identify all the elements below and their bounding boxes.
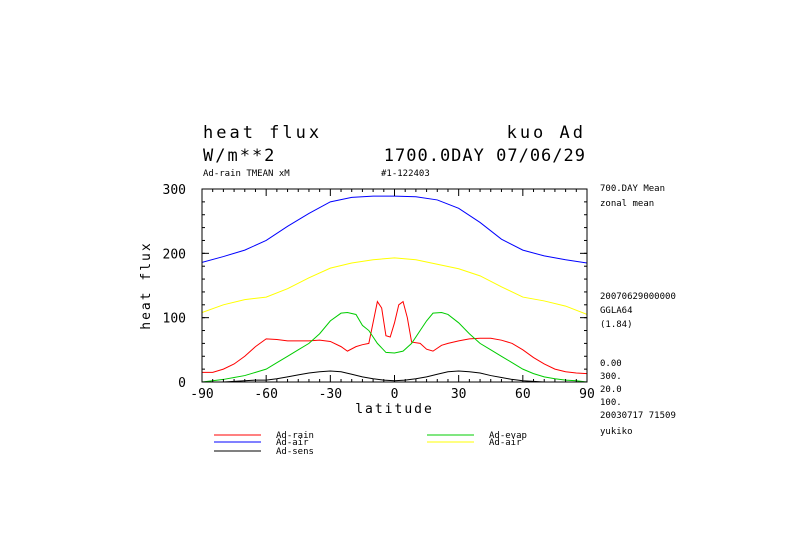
side-info-line7: 300. (600, 372, 622, 382)
x-tick-label: -90 (190, 387, 213, 402)
x-tick-label: 0 (391, 387, 399, 402)
x-tick-label: 60 (515, 387, 531, 402)
x-tick-label: -60 (254, 387, 277, 402)
series-line-5 (202, 257, 587, 315)
legend-label-5: Ad-air (489, 438, 522, 448)
side-info-line1: 700.DAY Mean (600, 184, 665, 194)
side-info: 700.DAY Mean zonal mean 20070629000000 G… (600, 184, 676, 437)
legend-label-3: Ad-sens (276, 447, 314, 457)
legend-label-2: Ad-evap (489, 431, 527, 441)
series-line-2 (202, 312, 587, 382)
y-tick-label: 300 (163, 183, 186, 198)
x-tick-label: 90 (579, 387, 595, 402)
side-info-line4: GGLA64 (600, 306, 633, 316)
units-label: W/m**2 (203, 146, 276, 166)
time-label: 1700.0DAY 07/06/29 (384, 146, 586, 166)
legend-label-4: Ad-air (276, 438, 309, 448)
y-tick-label: 100 (163, 312, 186, 327)
y-axis-title: heat flux (139, 241, 154, 329)
side-info-line8: 20.0 (600, 385, 622, 395)
subtitle-mid: #1-122403 (381, 169, 430, 179)
y-tick-label: 200 (163, 247, 186, 262)
plot-area: -90 -60 -30 0 30 60 90 0 100 200 300 latitude heat f… (139, 183, 595, 417)
x-tick-label: 30 (451, 387, 467, 402)
side-info-line2: zonal mean (600, 199, 654, 209)
side-info-line5: (1.84) (600, 320, 633, 330)
x-tick-label: -30 (319, 387, 342, 402)
series-line-4 (202, 195, 587, 264)
chart-title: heat flux (203, 123, 322, 143)
x-axis-title: latitude (355, 402, 434, 417)
side-info-line9: 100. (600, 398, 622, 408)
legend-label-1: Ad-rain (276, 431, 314, 441)
subtitle-left: Ad-rain TMEAN xM (203, 169, 290, 179)
y-tick-label: 0 (178, 376, 186, 391)
side-info-line11: yukiko (600, 427, 633, 437)
experiment-label: kuo Ad (507, 123, 586, 143)
side-info-line10: 20030717 71509 (600, 411, 676, 421)
side-info-line6: 0.00 (600, 359, 622, 369)
side-info-line3: 20070629000000 (600, 292, 676, 302)
series-line-1 (202, 300, 587, 375)
